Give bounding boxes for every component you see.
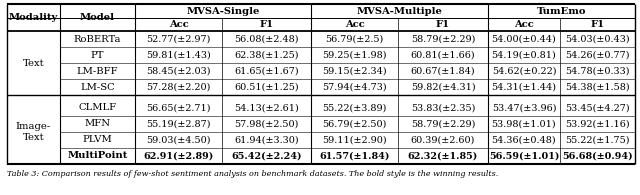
Text: 53.47(±3.96): 53.47(±3.96) [492, 104, 556, 113]
Text: Table 3: Comparison results of few-shot sentiment analysis on benchmark datasets: Table 3: Comparison results of few-shot … [7, 170, 499, 178]
Text: 60.51(±1.25): 60.51(±1.25) [234, 82, 299, 91]
Text: 54.26(±0.77): 54.26(±0.77) [565, 51, 630, 59]
Text: 59.25(±1.98): 59.25(±1.98) [323, 51, 387, 59]
Text: 58.79(±2.29): 58.79(±2.29) [411, 35, 475, 43]
Text: F1: F1 [591, 20, 605, 29]
Text: 58.45(±2.03): 58.45(±2.03) [147, 66, 211, 75]
Text: Text: Text [22, 58, 44, 67]
Text: 56.08(±2.48): 56.08(±2.48) [234, 35, 299, 43]
Text: 54.03(±0.43): 54.03(±0.43) [565, 35, 630, 43]
Text: 65.42(±2.24): 65.42(±2.24) [231, 152, 301, 160]
Text: 61.65(±1.67): 61.65(±1.67) [234, 66, 299, 75]
Text: Acc: Acc [514, 20, 534, 29]
Text: 53.45(±4.27): 53.45(±4.27) [565, 104, 630, 113]
Text: MultiPoint: MultiPoint [67, 152, 128, 160]
Text: 62.91(±2.89): 62.91(±2.89) [143, 152, 214, 160]
Text: 62.38(±1.25): 62.38(±1.25) [234, 51, 299, 59]
Text: Acc: Acc [168, 20, 188, 29]
Text: 56.65(±2.71): 56.65(±2.71) [147, 104, 211, 113]
Text: 54.62(±0.22): 54.62(±0.22) [492, 66, 556, 75]
Text: 60.81(±1.66): 60.81(±1.66) [411, 51, 476, 59]
Text: 60.39(±2.60): 60.39(±2.60) [411, 136, 475, 144]
Text: Acc: Acc [344, 20, 364, 29]
Text: 54.36(±0.48): 54.36(±0.48) [492, 136, 556, 144]
Text: 55.19(±2.87): 55.19(±2.87) [147, 120, 211, 129]
Text: 52.77(±2.97): 52.77(±2.97) [147, 35, 211, 43]
Text: 53.83(±2.35): 53.83(±2.35) [411, 104, 475, 113]
Text: CLMLF: CLMLF [79, 104, 116, 113]
Text: 57.94(±4.73): 57.94(±4.73) [322, 82, 387, 91]
Text: PLVM: PLVM [83, 136, 113, 144]
Text: 56.79(±2.50): 56.79(±2.50) [323, 120, 387, 129]
Text: MFN: MFN [84, 120, 111, 129]
Text: 56.79(±2.5): 56.79(±2.5) [325, 35, 383, 43]
Text: 54.00(±0.44): 54.00(±0.44) [492, 35, 556, 43]
Text: 54.78(±0.33): 54.78(±0.33) [565, 66, 630, 75]
Text: 61.94(±3.30): 61.94(±3.30) [234, 136, 299, 144]
Text: MVSA-Single: MVSA-Single [186, 6, 260, 15]
Text: 57.98(±2.50): 57.98(±2.50) [234, 120, 299, 129]
Text: 54.38(±1.58): 54.38(±1.58) [565, 82, 630, 91]
Text: 59.82(±4.31): 59.82(±4.31) [411, 82, 476, 91]
Text: RoBERTa: RoBERTa [74, 35, 121, 43]
Text: 61.57(±1.84): 61.57(±1.84) [319, 152, 390, 160]
Text: 59.81(±1.43): 59.81(±1.43) [146, 51, 211, 59]
Text: 55.22(±1.75): 55.22(±1.75) [565, 136, 630, 144]
Text: 53.98(±1.01): 53.98(±1.01) [492, 120, 556, 129]
Text: 54.19(±0.81): 54.19(±0.81) [492, 51, 556, 59]
Text: LM-BFF: LM-BFF [77, 66, 118, 75]
Text: 62.32(±1.85): 62.32(±1.85) [408, 152, 478, 160]
Text: 55.22(±3.89): 55.22(±3.89) [323, 104, 387, 113]
Text: 59.15(±2.34): 59.15(±2.34) [322, 66, 387, 75]
Text: 59.11(±2.90): 59.11(±2.90) [322, 136, 387, 144]
Text: 56.59(±1.01): 56.59(±1.01) [489, 152, 559, 160]
Text: 60.67(±1.84): 60.67(±1.84) [411, 66, 476, 75]
Text: MVSA-Multiple: MVSA-Multiple [356, 6, 442, 15]
Text: TumEmo: TumEmo [537, 6, 586, 15]
Text: 56.68(±0.94): 56.68(±0.94) [562, 152, 633, 160]
Text: F1: F1 [259, 20, 273, 29]
Text: 59.03(±4.50): 59.03(±4.50) [147, 136, 211, 144]
Text: 54.13(±2.61): 54.13(±2.61) [234, 104, 299, 113]
Text: LM-SC: LM-SC [80, 82, 115, 91]
Text: F1: F1 [436, 20, 450, 29]
Text: 54.31(±1.44): 54.31(±1.44) [492, 82, 557, 91]
Text: Image-
Text: Image- Text [16, 122, 51, 142]
Text: PT: PT [91, 51, 104, 59]
Text: Modality: Modality [9, 13, 58, 22]
Text: Model: Model [80, 13, 115, 22]
Text: 57.28(±2.20): 57.28(±2.20) [147, 82, 211, 91]
Text: 58.79(±2.29): 58.79(±2.29) [411, 120, 475, 129]
Text: 53.92(±1.16): 53.92(±1.16) [565, 120, 630, 129]
